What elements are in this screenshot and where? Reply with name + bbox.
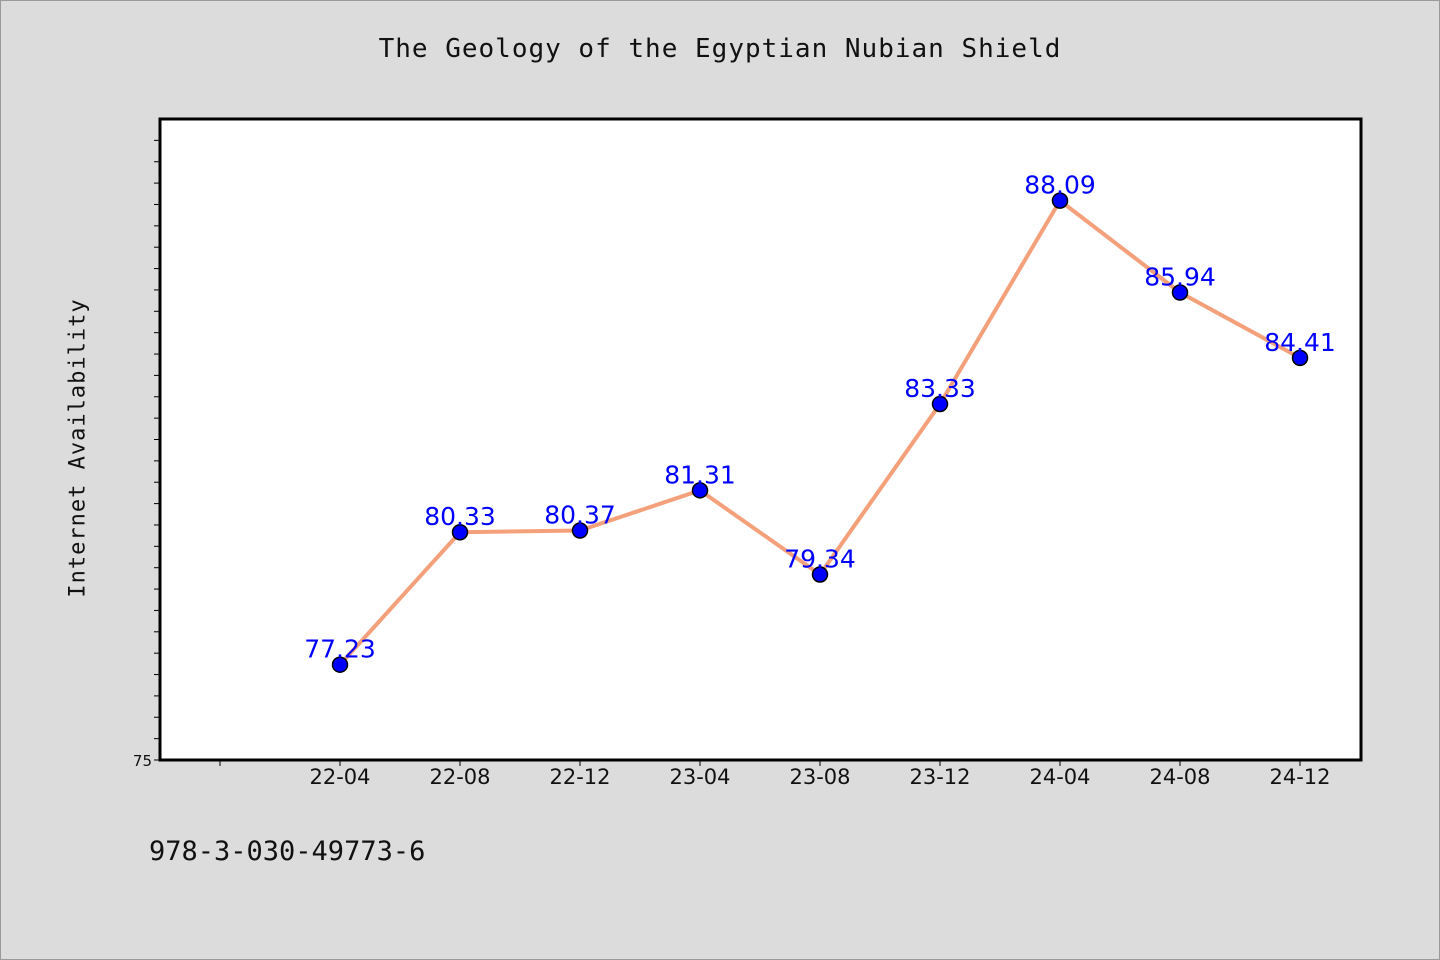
x-tick-label: 23-08 bbox=[789, 765, 850, 789]
data-label: 77.23 bbox=[304, 635, 376, 664]
data-label: 81.31 bbox=[664, 460, 736, 489]
data-point bbox=[691, 482, 709, 499]
data-point bbox=[451, 523, 469, 541]
x-tick-label: 23-12 bbox=[909, 765, 970, 789]
data-point bbox=[1291, 349, 1309, 367]
x-tick-label: 22-12 bbox=[549, 765, 610, 789]
data-point bbox=[1171, 284, 1189, 301]
data-label: 88.09 bbox=[1024, 171, 1096, 200]
x-tick-label: 22-08 bbox=[429, 765, 490, 789]
data-point bbox=[931, 395, 949, 413]
x-tick-label: 22-04 bbox=[309, 765, 370, 789]
data-point bbox=[811, 566, 829, 583]
x-tick-label: 24-08 bbox=[1149, 765, 1210, 789]
data-point bbox=[571, 522, 589, 539]
data-point bbox=[1051, 192, 1069, 209]
data-label: 79.34 bbox=[784, 545, 856, 574]
data-label: 80.37 bbox=[544, 501, 616, 530]
data-label: 84.41 bbox=[1264, 328, 1336, 357]
plot-area bbox=[158, 117, 1363, 762]
x-tick-label: 23-04 bbox=[669, 765, 730, 789]
x-tick-label: 24-04 bbox=[1029, 765, 1090, 789]
data-point bbox=[331, 656, 349, 673]
y-tick-label: 75 bbox=[133, 752, 152, 770]
isbn-footer: 978-3-030-49773-6 bbox=[149, 836, 426, 867]
data-label: 80.33 bbox=[424, 502, 496, 531]
data-label: 85.94 bbox=[1144, 262, 1216, 291]
chart-title: The Geology of the Egyptian Nubian Shiel… bbox=[378, 34, 1062, 64]
x-tick-label: 24-12 bbox=[1269, 765, 1330, 789]
data-label: 83.33 bbox=[904, 374, 976, 403]
